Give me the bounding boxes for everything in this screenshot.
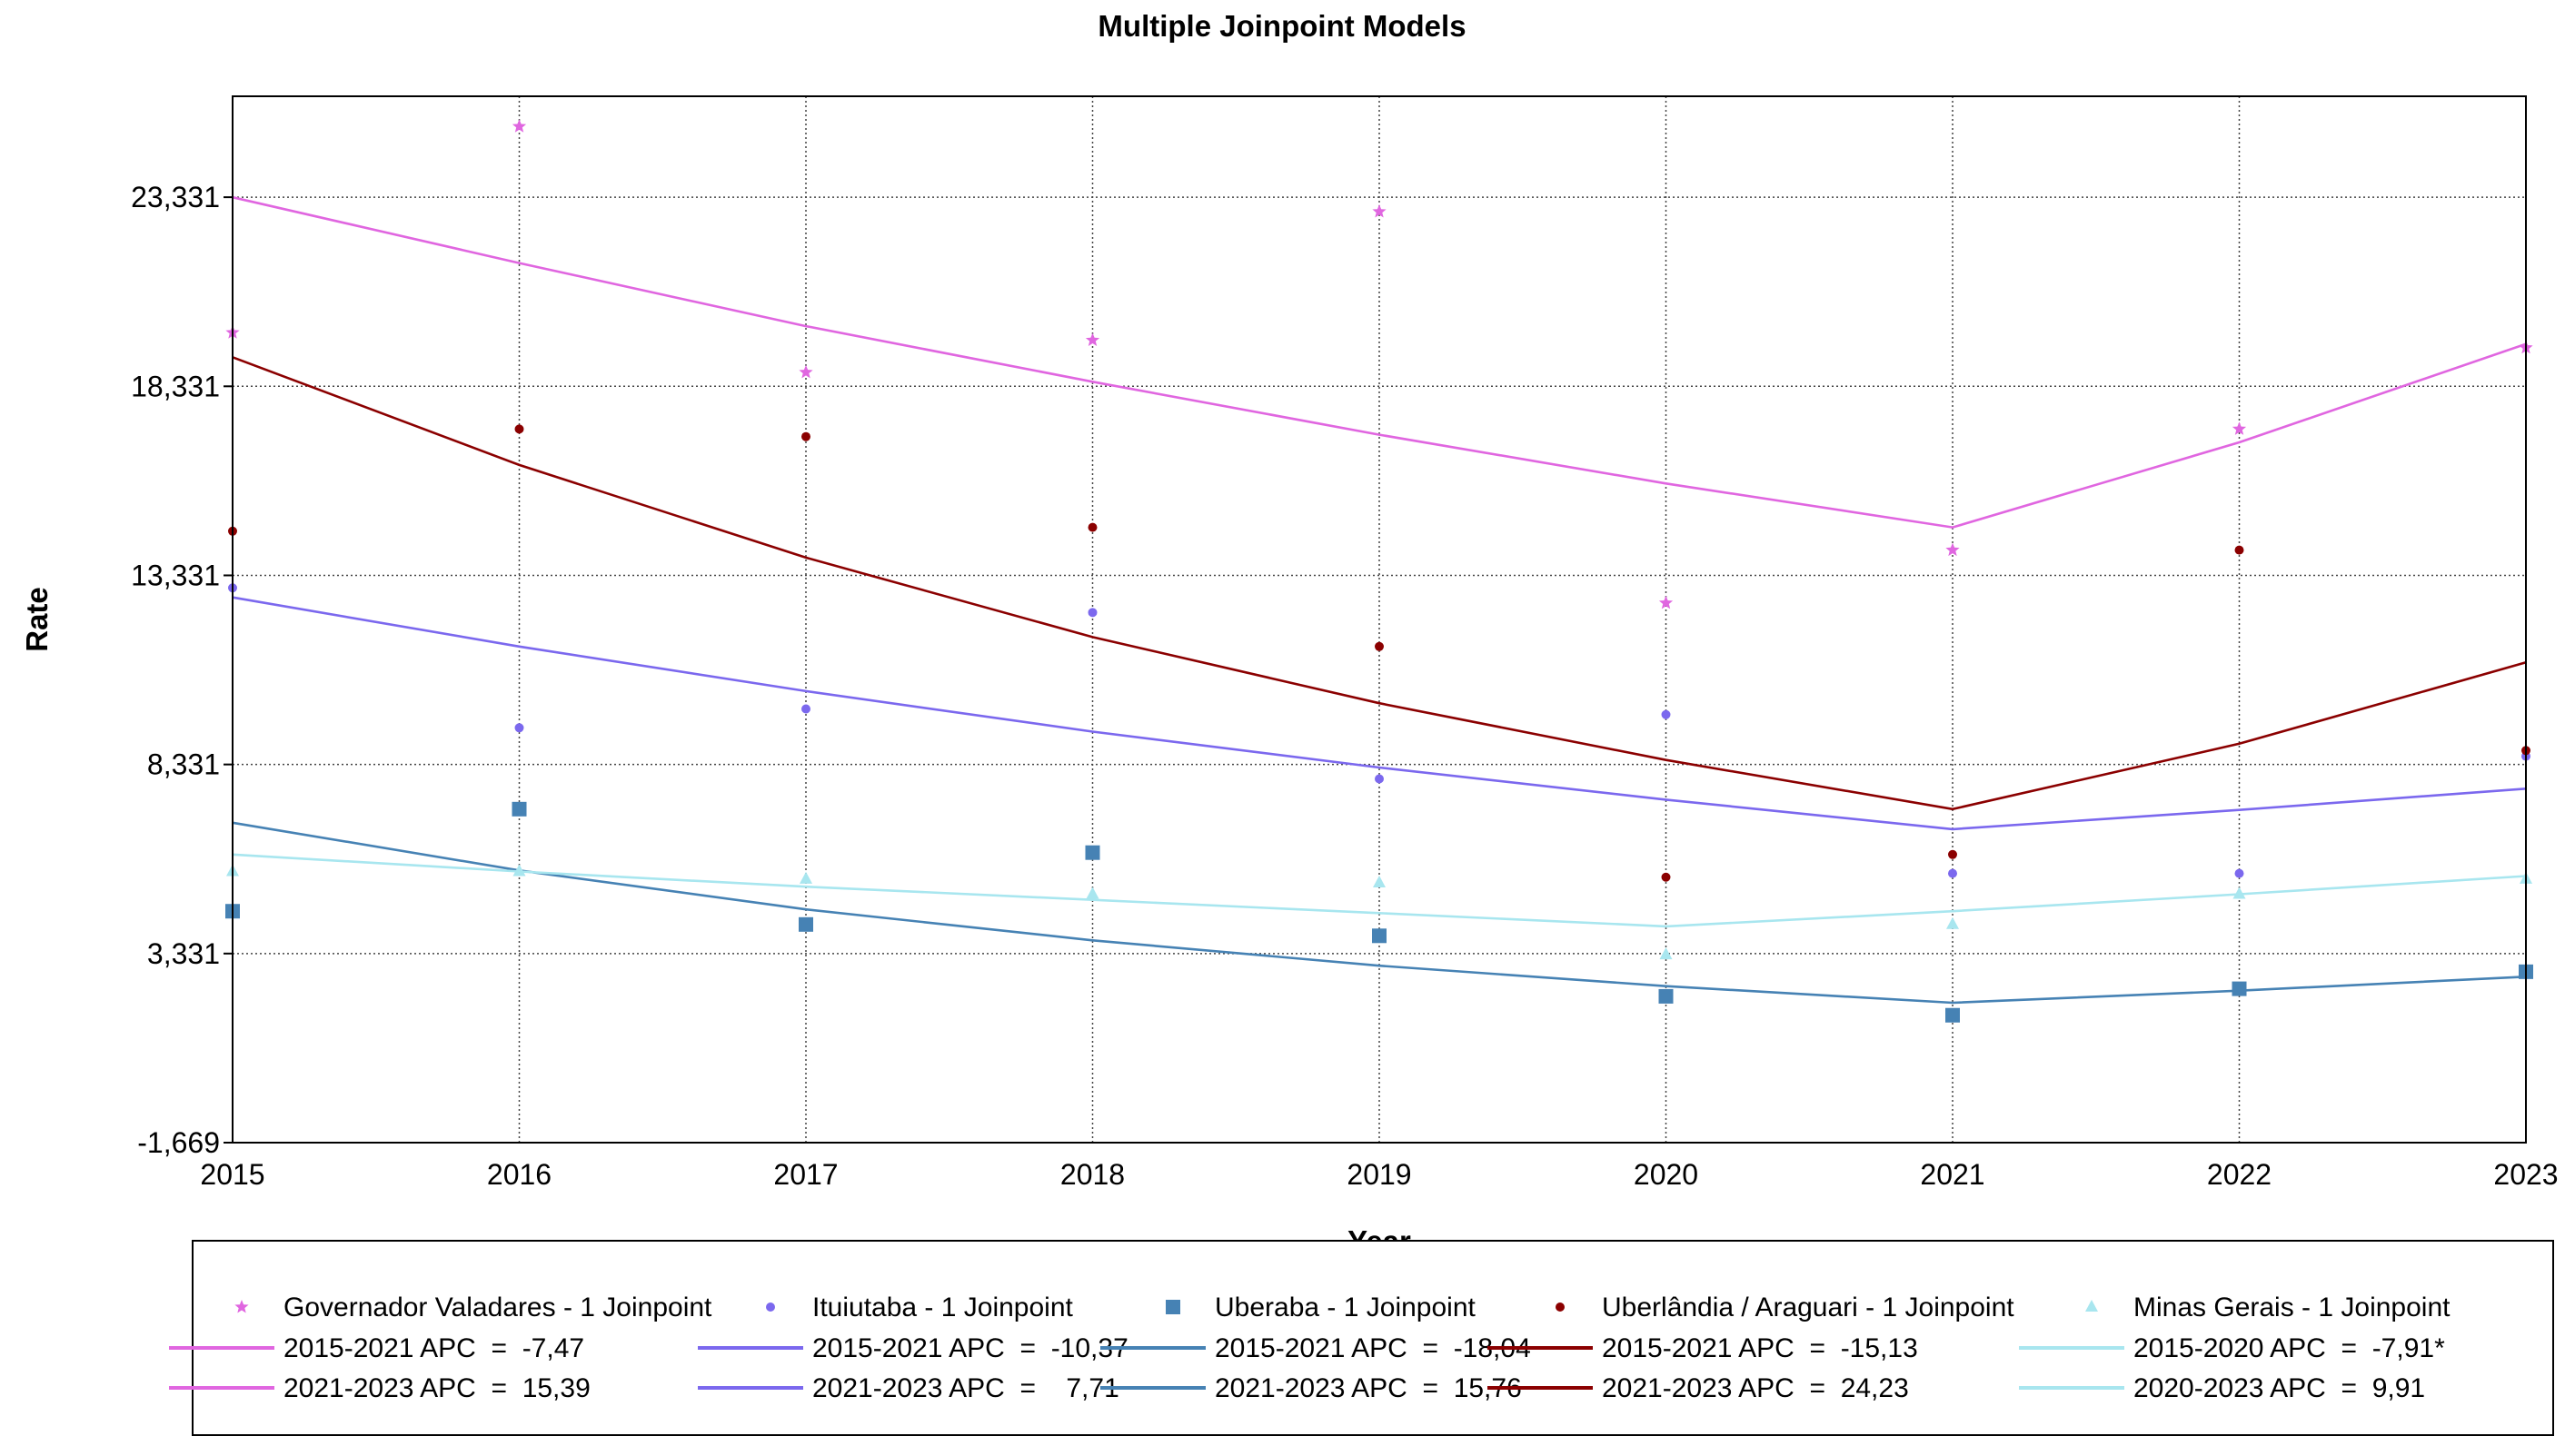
- x-axis-ticks: 2015 2016 2017 2018 2019 2020 2021 2022 2023: [200, 1158, 2558, 1191]
- data-point-series-1: [1661, 709, 1671, 719]
- legend-marker: [1166, 1300, 1180, 1314]
- plot-frame: [232, 95, 2527, 1144]
- legend-marker: [766, 1302, 775, 1312]
- chart-title: Multiple Joinpoint Models: [1098, 9, 1466, 43]
- legend-segment-label: 2015-2021 APC = -7,47: [283, 1333, 584, 1363]
- data-point-series-1: [2234, 868, 2244, 878]
- legend-entries: Governador Valadares - 1 Joinpoint 2015-2…: [169, 1293, 2451, 1403]
- data-point-series-0: [1658, 595, 1674, 609]
- data-point-series-1: [1088, 608, 1098, 618]
- data-point-series-4: [512, 864, 526, 877]
- legend-series-name: Ituiutaba - 1 Joinpoint: [812, 1293, 1074, 1322]
- data-point-series-0: [2232, 421, 2247, 435]
- data-point-series-4: [1659, 947, 1673, 960]
- data-point-series-2: [1945, 1007, 1960, 1023]
- data-point-series-3: [514, 424, 524, 434]
- data-point-series-4: [1946, 916, 1959, 929]
- data-point-series-1: [1948, 868, 1957, 878]
- legend-segment-label: 2015-2020 APC = -7,91*: [2133, 1333, 2445, 1363]
- legend-segment-label: 2015-2021 APC = -15,13: [1602, 1333, 1918, 1363]
- legend-series-name: Uberaba - 1 Joinpoint: [1215, 1293, 1476, 1322]
- legend-marker: [1556, 1302, 1565, 1312]
- observed-points: [225, 119, 2533, 1023]
- legend-series-name: Uberlândia / Araguari - 1 Joinpoint: [1602, 1293, 2014, 1322]
- x-tick-label: 2015: [200, 1158, 264, 1191]
- data-point-series-3: [1375, 641, 1384, 651]
- data-point-series-1: [514, 723, 524, 733]
- fit-line-series-3: [232, 356, 2527, 811]
- data-point-series-2: [1658, 988, 1674, 1004]
- data-point-series-3: [2234, 545, 2244, 555]
- data-point-series-3: [1088, 522, 1098, 532]
- grid: [233, 96, 2526, 1143]
- x-tick-label: 2016: [487, 1158, 552, 1191]
- x-tick-label: 2022: [2207, 1158, 2272, 1191]
- data-point-series-2: [512, 801, 527, 817]
- y-tick-label: 18,331: [131, 370, 220, 402]
- data-point-series-3: [1948, 849, 1957, 859]
- legend-segment-label: 2015-2021 APC = -18,04: [1215, 1333, 1531, 1363]
- fit-line-series-4: [232, 853, 2527, 928]
- y-axis-title: Rate: [20, 587, 54, 652]
- data-point-series-2: [1372, 928, 1387, 944]
- data-point-series-4: [1373, 876, 1386, 888]
- data-point-series-1: [1375, 774, 1384, 784]
- data-point-series-2: [1085, 845, 1100, 860]
- legend-series-name: Minas Gerais - 1 Joinpoint: [2133, 1293, 2451, 1322]
- legend: [192, 1240, 2554, 1436]
- x-tick-label: 2023: [2493, 1158, 2558, 1191]
- data-point-series-2: [799, 916, 813, 932]
- y-tick-label: 3,331: [147, 937, 220, 970]
- legend-marker: [234, 1300, 249, 1313]
- data-point-series-4: [800, 871, 812, 884]
- fit-line-series-2: [232, 821, 2527, 1005]
- data-point-series-0: [1085, 332, 1100, 346]
- fit-line-series-1: [232, 596, 2527, 831]
- data-point-series-0: [1372, 204, 1387, 218]
- data-point-series-0: [1945, 542, 1960, 557]
- y-axis-ticks: -1,669 3,331 8,331 13,331 18,331 23,331: [131, 181, 233, 1159]
- legend-segment-label: 2021-2023 APC = 15,39: [283, 1373, 591, 1403]
- x-tick-label: 2018: [1060, 1158, 1125, 1191]
- legend-marker: [2085, 1300, 2098, 1312]
- data-point-series-4: [1086, 886, 1099, 899]
- legend-series-name: Governador Valadares - 1 Joinpoint: [283, 1293, 712, 1322]
- fit-line-series-0: [232, 195, 2527, 529]
- data-point-series-3: [1661, 872, 1671, 882]
- data-point-series-3: [801, 431, 810, 441]
- y-tick-label: 23,331: [131, 181, 220, 213]
- y-tick-label: -1,669: [137, 1126, 220, 1159]
- fit-lines: [232, 195, 2527, 1005]
- data-point-series-0: [799, 364, 813, 379]
- x-tick-label: 2020: [1634, 1158, 1698, 1191]
- y-tick-label: 8,331: [147, 748, 220, 781]
- data-point-series-2: [2232, 981, 2247, 996]
- y-tick-label: 13,331: [131, 559, 220, 591]
- legend-segment-label: 2015-2021 APC = -10,37: [812, 1333, 1128, 1363]
- legend-segment-label: 2020-2023 APC = 9,91: [2133, 1373, 2425, 1403]
- data-point-series-4: [2232, 886, 2246, 899]
- data-point-series-0: [512, 119, 527, 133]
- legend-segment-label: 2021-2023 APC = 15,76: [1215, 1373, 1522, 1403]
- legend-segment-label: 2021-2023 APC = 24,23: [1602, 1373, 1909, 1403]
- data-point-series-1: [801, 704, 810, 714]
- x-tick-label: 2019: [1347, 1158, 1411, 1191]
- x-tick-label: 2017: [773, 1158, 838, 1191]
- x-tick-label: 2021: [1920, 1158, 1984, 1191]
- legend-segment-label: 2021-2023 APC = 7,71: [812, 1373, 1119, 1403]
